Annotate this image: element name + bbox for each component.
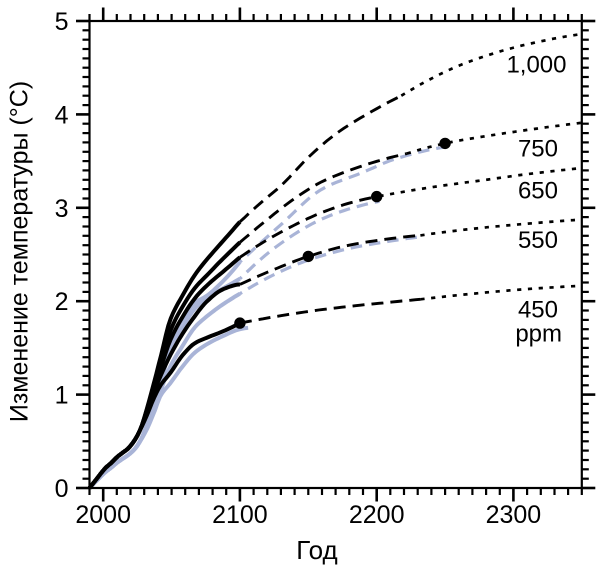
svg-text:2200: 2200: [349, 501, 405, 529]
svg-text:4: 4: [55, 101, 69, 129]
svg-text:1: 1: [55, 382, 69, 410]
svg-text:2100: 2100: [212, 501, 268, 529]
svg-text:3: 3: [55, 195, 69, 223]
svg-text:650: 650: [518, 177, 558, 204]
svg-text:2: 2: [55, 288, 69, 316]
svg-text:0: 0: [55, 475, 69, 503]
svg-text:1,000: 1,000: [506, 52, 566, 79]
svg-text:5: 5: [55, 8, 69, 36]
svg-text:ppm: ppm: [515, 321, 562, 348]
svg-text:2000: 2000: [75, 501, 131, 529]
svg-text:Изменение температуры (°C): Изменение температуры (°C): [6, 81, 34, 422]
svg-text:Год: Год: [296, 535, 337, 565]
svg-text:550: 550: [518, 227, 558, 254]
svg-text:750: 750: [518, 136, 558, 163]
svg-text:2300: 2300: [486, 501, 542, 529]
svg-text:450: 450: [518, 297, 558, 324]
